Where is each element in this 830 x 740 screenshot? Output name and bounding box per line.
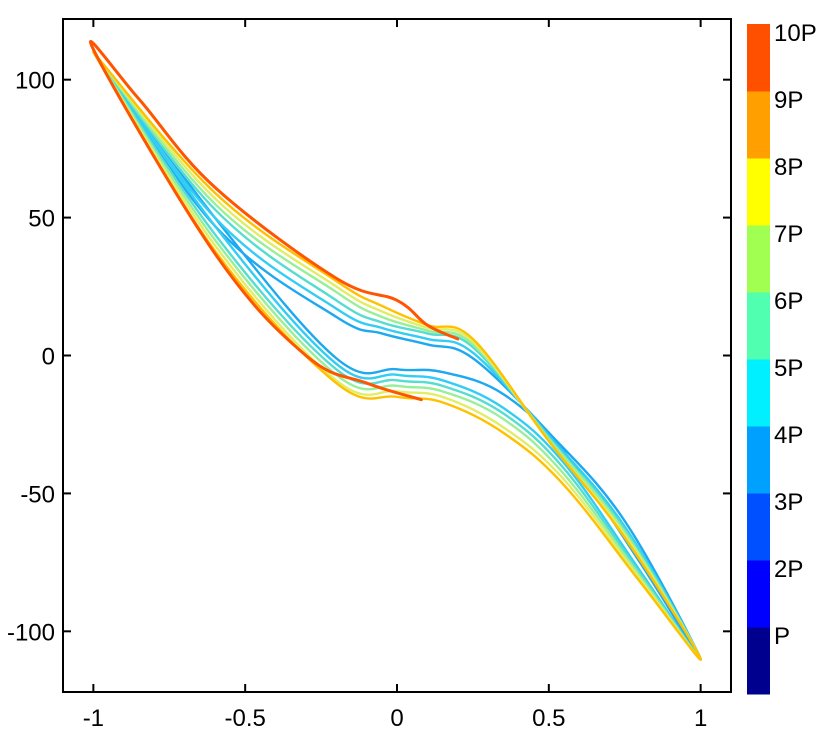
colorbar-segment [747,627,770,695]
colorbar-segment [747,158,770,226]
colorbar-label: 7P [774,221,803,248]
x-tick-label: -1 [83,705,104,732]
series-line-1 [92,50,702,661]
colorbar-label: P [774,623,790,650]
colorbar-label: 6P [774,288,803,315]
colorbar-segment [747,493,770,561]
plot-lines [88,40,702,661]
colorbar-label: 10P [774,20,817,47]
colorbar-segment [747,560,770,628]
plot-frame [62,18,732,693]
colorbar: P 2P 3P 4P 5P 6P 7P 8P 9P 10P [747,20,817,695]
colorbar-segment [747,24,770,92]
colorbar-label: 2P [774,556,803,583]
series-line-6 [92,50,702,661]
colorbar-segment [747,359,770,427]
x-tick-label: 0 [390,705,403,732]
x-tick-label: -0.5 [225,705,266,732]
colorbar-label: 8P [774,154,803,181]
colorbar-label: 4P [774,422,803,449]
colorbar-segment [747,292,770,360]
y-tick-label: -50 [20,481,55,508]
series-line-2 [92,50,702,661]
colorbar-segment [747,426,770,494]
x-tick-label: 1 [694,705,707,732]
y-tick-label: 100 [15,68,55,95]
series-line-7 [88,40,460,402]
y-tick-label: 50 [28,206,55,233]
x-tick-label: 0.5 [532,705,565,732]
series-line-4 [92,50,702,661]
axes: -1 -0.5 0 0.5 1 100 50 0 -50 -100 [7,19,731,732]
series-line-3 [92,50,702,661]
y-tick-label: -100 [7,619,55,646]
colorbar-label: 3P [774,489,803,516]
colorbar-label: 5P [774,355,803,382]
colorbar-segment [747,91,770,159]
series-line-5 [92,50,702,661]
y-tick-label: 0 [42,344,55,371]
colorbar-segment [747,225,770,293]
colorbar-label: 9P [774,87,803,114]
